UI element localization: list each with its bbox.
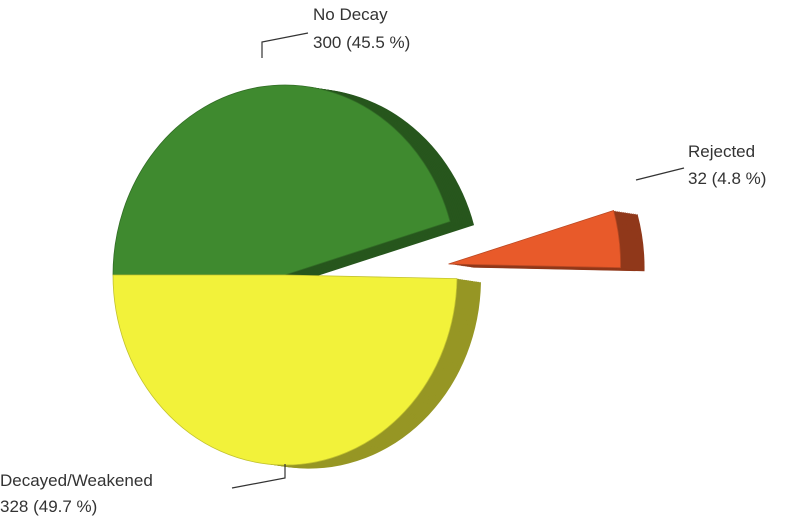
leader-line — [231, 464, 286, 489]
leader-line — [261, 32, 309, 58]
slice-label: No Decay — [313, 5, 388, 24]
slice-tops — [112, 84, 621, 466]
pie-slice — [448, 209, 621, 269]
slice-label: Decayed/Weakened — [0, 471, 153, 490]
slice-value-label: 328 (49.7 %) — [0, 497, 97, 516]
pie-slice — [112, 274, 458, 466]
slice-label: Rejected — [688, 142, 755, 161]
slice-value-label: 32 (4.8 %) — [688, 169, 766, 188]
leader-line — [635, 167, 685, 181]
pie-slice — [112, 84, 451, 276]
slice-value-label: 300 (45.5 %) — [313, 33, 410, 52]
